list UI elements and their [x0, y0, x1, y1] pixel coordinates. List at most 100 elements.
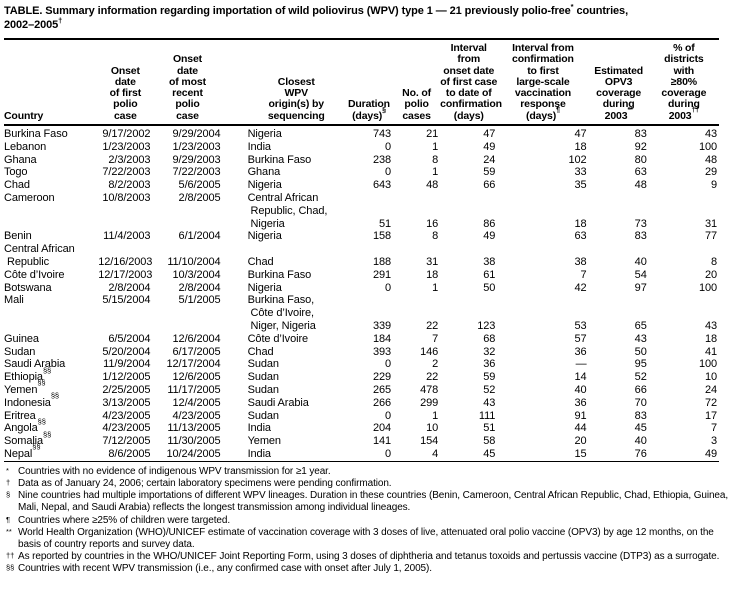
country-cell: Angola§§ [4, 418, 98, 435]
onset-first-date: 12/16/2003 [98, 256, 153, 269]
polio-cases-count: 299 [420, 396, 439, 409]
polio-cases-count: 10 [426, 422, 439, 435]
interval-confirmation-days: 111 [478, 409, 496, 422]
duration-days: 339 [372, 320, 392, 333]
polio-cases-count: 2 [432, 358, 439, 371]
polio-importation-table: Country Onset date of first polio case O… [4, 38, 719, 462]
interval-response-days: 53 [574, 320, 587, 333]
interval-confirmation-days: 68 [483, 332, 496, 345]
districts-coverage-value: 9 [710, 179, 717, 192]
column-header-country: Country [4, 39, 99, 127]
onset-recent-date: 5/1/2005 [178, 294, 221, 307]
interval-response-days: 91 [574, 409, 587, 422]
opv3-coverage-value: 95 [634, 358, 647, 371]
country-name: Central African Republic [4, 243, 75, 269]
footnote-marker: ¶ [6, 514, 10, 524]
country-cell: Eritrea [4, 410, 98, 423]
table-row: Togo 7/22/2003 7/22/2003 Ghana 0 1 59 33… [4, 166, 719, 179]
column-header-interval-confirmation: Interval from onset date of first case t… [440, 39, 502, 127]
table-row: Yemen§§ 2/25/2005 11/17/2005 Sudan 265 4… [4, 379, 719, 397]
column-header-label: Duration (days) [347, 98, 390, 122]
onset-recent-date: 2/8/2005 [178, 192, 221, 205]
onset-first-date: 11/4/2003 [103, 230, 151, 243]
opv3-coverage-value: 76 [634, 448, 647, 460]
footnote-text: Countries with recent WPV transmission (… [18, 563, 432, 575]
districts-coverage-value: 31 [704, 217, 717, 230]
polio-cases-count: 154 [420, 435, 439, 448]
duration-days: 184 [372, 332, 392, 345]
onset-recent-date: 12/17/2004 [166, 358, 221, 371]
wpv-origin: Yemen [247, 435, 281, 448]
table-row: Lebanon 1/23/2003 1/23/2003 India 0 1 49… [4, 141, 719, 154]
polio-cases-count: 22 [426, 320, 439, 333]
table-row: Sudan 5/20/2004 6/17/2005 Chad 393 146 3… [4, 346, 719, 359]
country-name: Yemen [4, 384, 38, 397]
column-header-interval-response: Interval from confirmation to first larg… [497, 39, 589, 127]
country-cell: Yemen§§ [4, 379, 98, 397]
footnote: † Data as of January 24, 2006; certain la… [4, 478, 730, 490]
duration-days: 0 [385, 140, 392, 153]
footnote-marker: † [6, 478, 11, 487]
table-row: Ghana 2/3/2003 9/29/2003 Burkina Faso 23… [4, 154, 719, 167]
table-row: Central African Republic 12/16/2003 11/1… [4, 243, 719, 269]
polio-cases-count: 1 [432, 409, 439, 422]
onset-recent-date: 12/6/2005 [172, 371, 221, 384]
country-cell: Chad [4, 179, 98, 192]
footnote-text: Data as of January 24, 2006; certain lab… [18, 478, 392, 489]
duration-days: 0 [385, 409, 392, 422]
interval-confirmation-days: 59 [483, 371, 496, 384]
opv3-coverage-value: 40 [634, 256, 647, 269]
country-cell: Ghana [4, 154, 98, 167]
opv3-coverage-value: 83 [634, 409, 647, 422]
onset-first-date: 7/22/2003 [102, 166, 151, 179]
polio-cases-count: 21 [426, 128, 439, 141]
interval-response-days: 102 [568, 153, 587, 166]
country-name: Côte d’Ivoire [4, 268, 65, 281]
column-header-label: Onset date of most recent polio case [169, 53, 206, 122]
column-header-districts-coverage: % of districts with ≥80% coverage during… [648, 39, 719, 127]
opv3-coverage-value: 92 [634, 140, 647, 153]
duration-days: 643 [372, 179, 392, 192]
country-name: Chad [4, 179, 30, 192]
onset-first-date: 3/13/2005 [102, 396, 151, 409]
districts-coverage-value: 18 [704, 332, 717, 345]
column-header-sup: ¶ [556, 107, 560, 115]
wpv-origin: Côte d’Ivoire [247, 332, 309, 345]
interval-confirmation-days: 45 [483, 448, 496, 460]
interval-confirmation-days: 61 [483, 268, 496, 281]
column-header-label: Interval from confirmation to first larg… [512, 42, 574, 122]
wpv-origin: Sudan [247, 371, 279, 384]
onset-recent-date: 11/10/2004 [167, 256, 221, 269]
wpv-origin: Nigeria [247, 179, 282, 192]
wpv-origin: Ghana [247, 166, 281, 179]
opv3-coverage-value: 48 [634, 179, 647, 192]
interval-confirmation-days: 24 [483, 153, 496, 166]
interval-response-days: 33 [574, 166, 587, 179]
country-cell: Sudan [4, 346, 98, 359]
table-row: Saudi Arabia 11/9/2004 12/17/2004 Sudan … [4, 358, 719, 371]
onset-recent-date: 2/8/2004 [178, 281, 221, 294]
footnote-marker: §§ [6, 563, 15, 573]
footnote-marker: § [6, 490, 11, 500]
polio-cases-count: 8 [432, 230, 439, 243]
polio-cases-count: 146 [420, 345, 439, 358]
column-header-origin: Closest WPV origin(s) by sequencing [222, 39, 345, 127]
onset-first-date: 5/20/2004 [102, 345, 151, 358]
country-name: Lebanon [4, 140, 47, 153]
onset-first-date: 9/17/2002 [102, 128, 151, 141]
country-footnote-marker: §§ [50, 391, 59, 401]
footnote: ¶ Countries where ≥25% of children were t… [4, 515, 730, 527]
footnote: § Nine countries had multiple importation… [4, 490, 730, 514]
duration-days: 0 [385, 166, 392, 179]
duration-days: 158 [372, 230, 392, 243]
country-name: Burkina Faso [4, 128, 68, 141]
column-header-label: Closest WPV origin(s) by sequencing [267, 75, 325, 122]
table-title: TABLE. Summary information regarding imp… [4, 3, 730, 32]
districts-coverage-value: 100 [698, 281, 717, 294]
onset-first-date: 2/25/2005 [102, 384, 151, 397]
interval-response-days: 57 [574, 332, 587, 345]
table-row: Botswana 2/8/2004 2/8/2004 Nigeria 0 1 5… [4, 282, 719, 295]
column-header-duration: Duration (days)§ [344, 39, 394, 127]
title-footnote-marker-dagger: † [58, 15, 63, 25]
country-cell: Cameroon [4, 192, 98, 230]
